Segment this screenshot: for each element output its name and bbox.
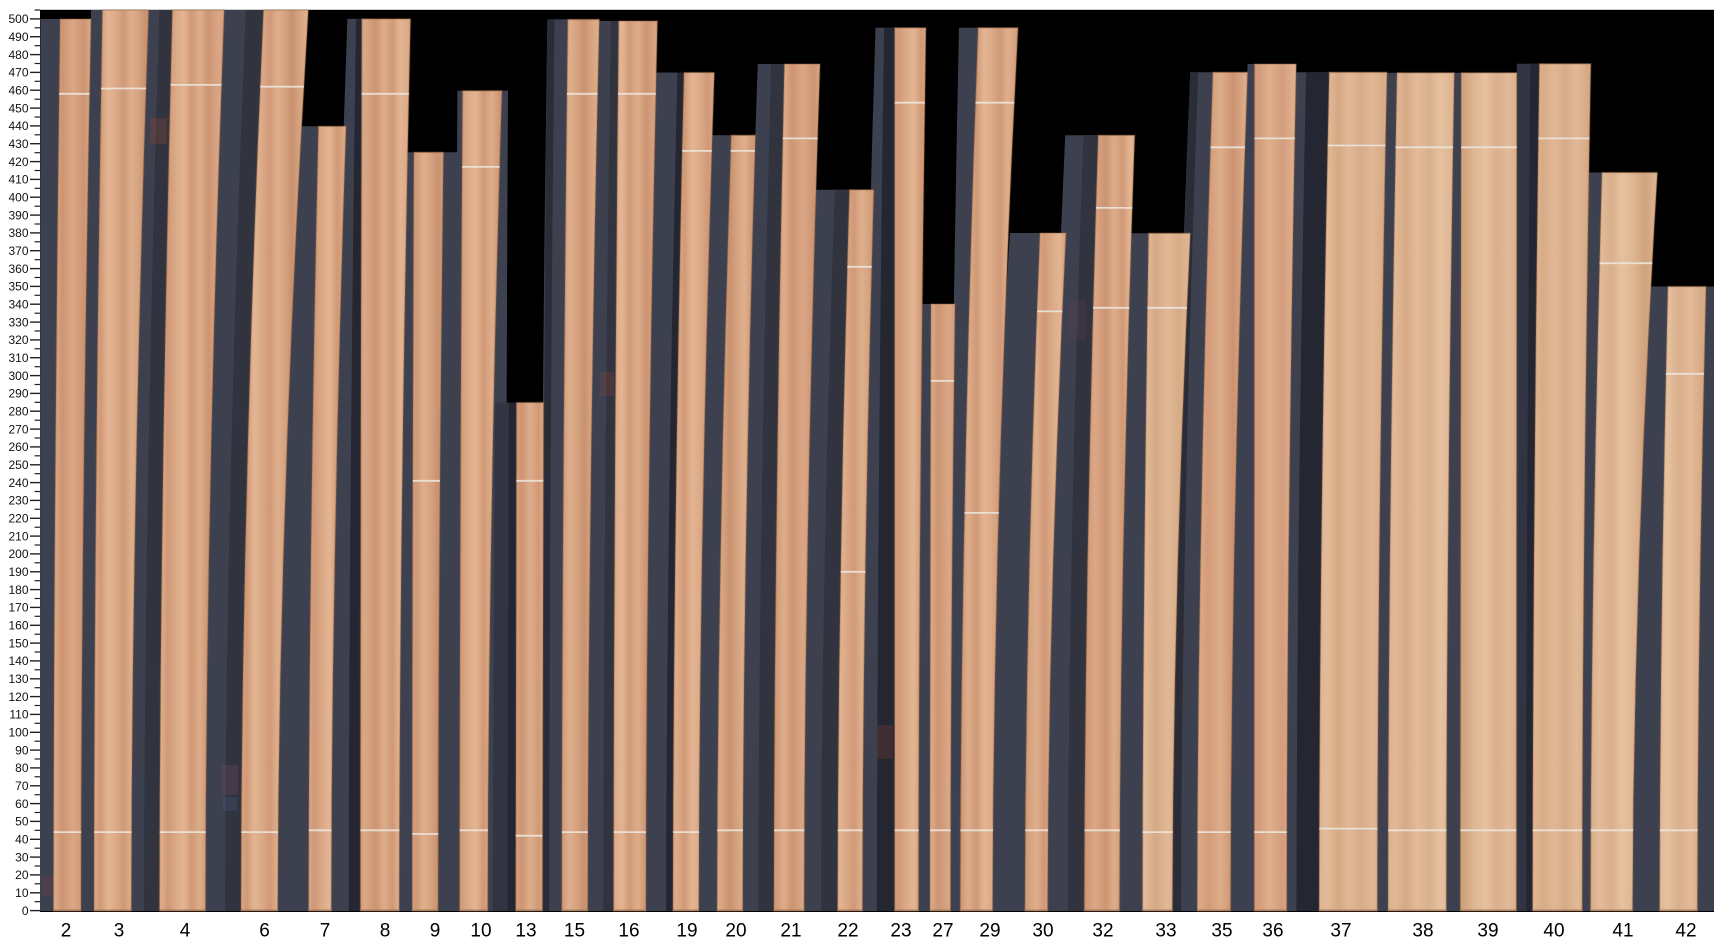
svg-text:35: 35 bbox=[1211, 921, 1232, 942]
svg-text:23: 23 bbox=[890, 921, 911, 942]
svg-text:230: 230 bbox=[8, 494, 28, 508]
svg-text:33: 33 bbox=[1155, 921, 1176, 942]
svg-text:36: 36 bbox=[1262, 921, 1283, 942]
svg-text:10: 10 bbox=[470, 921, 491, 942]
svg-text:10: 10 bbox=[15, 886, 29, 900]
svg-text:110: 110 bbox=[9, 708, 28, 722]
svg-text:0: 0 bbox=[22, 904, 29, 918]
svg-text:40: 40 bbox=[1543, 921, 1564, 942]
svg-text:250: 250 bbox=[8, 458, 28, 472]
svg-text:430: 430 bbox=[8, 137, 28, 151]
svg-text:3: 3 bbox=[114, 921, 125, 942]
svg-text:170: 170 bbox=[8, 601, 28, 615]
svg-text:80: 80 bbox=[15, 761, 29, 775]
svg-text:29: 29 bbox=[979, 921, 1000, 942]
svg-text:260: 260 bbox=[8, 440, 28, 454]
svg-text:16: 16 bbox=[618, 921, 639, 942]
svg-text:280: 280 bbox=[8, 404, 28, 418]
svg-text:210: 210 bbox=[8, 529, 28, 543]
svg-text:480: 480 bbox=[8, 48, 28, 62]
svg-text:6: 6 bbox=[259, 921, 270, 942]
svg-text:37: 37 bbox=[1330, 921, 1351, 942]
svg-text:420: 420 bbox=[8, 155, 28, 169]
svg-text:2: 2 bbox=[61, 921, 72, 942]
svg-text:50: 50 bbox=[15, 815, 29, 829]
svg-text:90: 90 bbox=[15, 743, 29, 757]
svg-text:21: 21 bbox=[780, 921, 801, 942]
svg-text:470: 470 bbox=[8, 66, 28, 80]
svg-text:150: 150 bbox=[8, 636, 28, 650]
svg-text:22: 22 bbox=[837, 921, 858, 942]
svg-text:60: 60 bbox=[15, 797, 29, 811]
svg-text:8: 8 bbox=[380, 921, 391, 942]
svg-text:300: 300 bbox=[8, 369, 28, 383]
svg-text:320: 320 bbox=[8, 333, 28, 347]
svg-text:370: 370 bbox=[8, 244, 28, 258]
svg-text:310: 310 bbox=[8, 351, 28, 365]
svg-text:4: 4 bbox=[180, 921, 191, 942]
svg-text:13: 13 bbox=[515, 921, 536, 942]
svg-text:340: 340 bbox=[8, 297, 28, 311]
svg-text:15: 15 bbox=[564, 921, 585, 942]
svg-text:140: 140 bbox=[8, 654, 28, 668]
svg-text:360: 360 bbox=[8, 262, 28, 276]
svg-text:290: 290 bbox=[8, 387, 28, 401]
svg-text:120: 120 bbox=[8, 690, 28, 704]
svg-text:100: 100 bbox=[8, 726, 28, 740]
svg-text:330: 330 bbox=[8, 315, 28, 329]
svg-text:440: 440 bbox=[8, 119, 28, 133]
svg-text:450: 450 bbox=[8, 101, 28, 115]
svg-text:190: 190 bbox=[8, 565, 28, 579]
svg-text:27: 27 bbox=[932, 921, 953, 942]
svg-text:32: 32 bbox=[1092, 921, 1113, 942]
svg-text:220: 220 bbox=[8, 512, 28, 526]
svg-text:38: 38 bbox=[1412, 921, 1433, 942]
svg-text:380: 380 bbox=[8, 226, 28, 240]
svg-text:70: 70 bbox=[15, 779, 29, 793]
svg-text:40: 40 bbox=[15, 833, 29, 847]
svg-text:500: 500 bbox=[8, 12, 28, 26]
svg-text:200: 200 bbox=[8, 547, 28, 561]
svg-text:30: 30 bbox=[15, 850, 29, 864]
svg-text:350: 350 bbox=[8, 280, 28, 294]
svg-text:41: 41 bbox=[1612, 921, 1633, 942]
svg-text:410: 410 bbox=[8, 173, 28, 187]
svg-text:20: 20 bbox=[15, 868, 29, 882]
svg-text:20: 20 bbox=[725, 921, 746, 942]
svg-text:460: 460 bbox=[8, 83, 28, 97]
svg-text:7: 7 bbox=[320, 921, 331, 942]
svg-text:390: 390 bbox=[8, 208, 28, 222]
svg-text:160: 160 bbox=[8, 619, 28, 633]
svg-text:30: 30 bbox=[1032, 921, 1053, 942]
svg-text:42: 42 bbox=[1675, 921, 1696, 942]
svg-text:180: 180 bbox=[8, 583, 28, 597]
svg-text:490: 490 bbox=[8, 30, 28, 44]
svg-text:400: 400 bbox=[8, 190, 28, 204]
svg-text:270: 270 bbox=[8, 422, 28, 436]
svg-text:9: 9 bbox=[430, 921, 441, 942]
svg-text:130: 130 bbox=[8, 672, 28, 686]
svg-text:240: 240 bbox=[8, 476, 28, 490]
svg-text:19: 19 bbox=[676, 921, 697, 942]
svg-text:39: 39 bbox=[1477, 921, 1498, 942]
